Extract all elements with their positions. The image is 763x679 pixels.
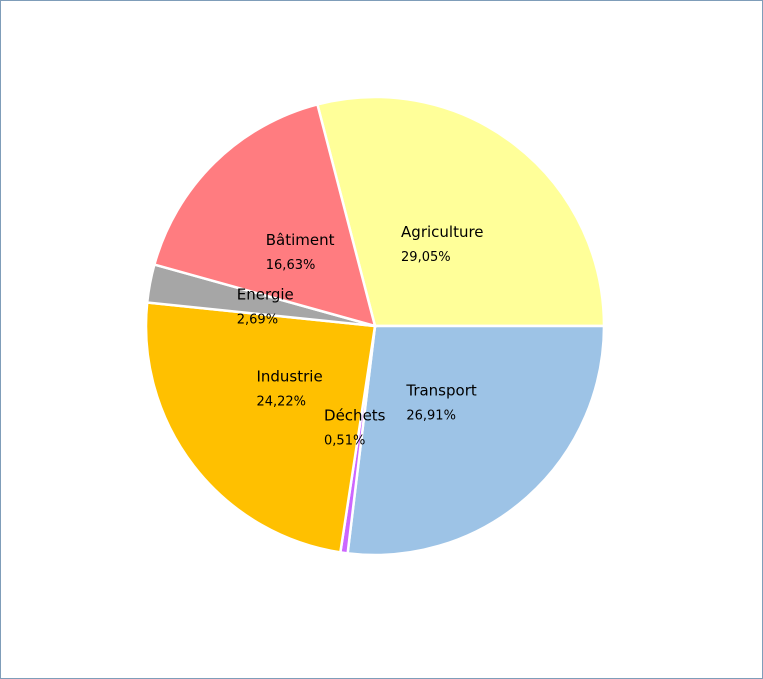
- value-label: 24,22%: [256, 395, 306, 410]
- category-label: Déchets: [324, 407, 386, 425]
- pie-slice: [346, 324, 606, 557]
- value-label: 26,91%: [406, 409, 456, 424]
- category-label: Industrie: [256, 368, 322, 386]
- pie-slice: [315, 95, 606, 328]
- category-label: Energie: [237, 285, 294, 303]
- category-label: Agriculture: [401, 223, 484, 241]
- value-label: 16,63%: [266, 258, 316, 273]
- category-label: Bâtiment: [266, 231, 335, 249]
- value-label: 0,51%: [324, 434, 365, 449]
- pie-slice: [152, 102, 377, 328]
- value-label: 29,05%: [401, 250, 451, 265]
- value-label: 2,69%: [237, 312, 278, 327]
- category-label: Transport: [405, 382, 477, 400]
- pie-slice: [144, 301, 377, 554]
